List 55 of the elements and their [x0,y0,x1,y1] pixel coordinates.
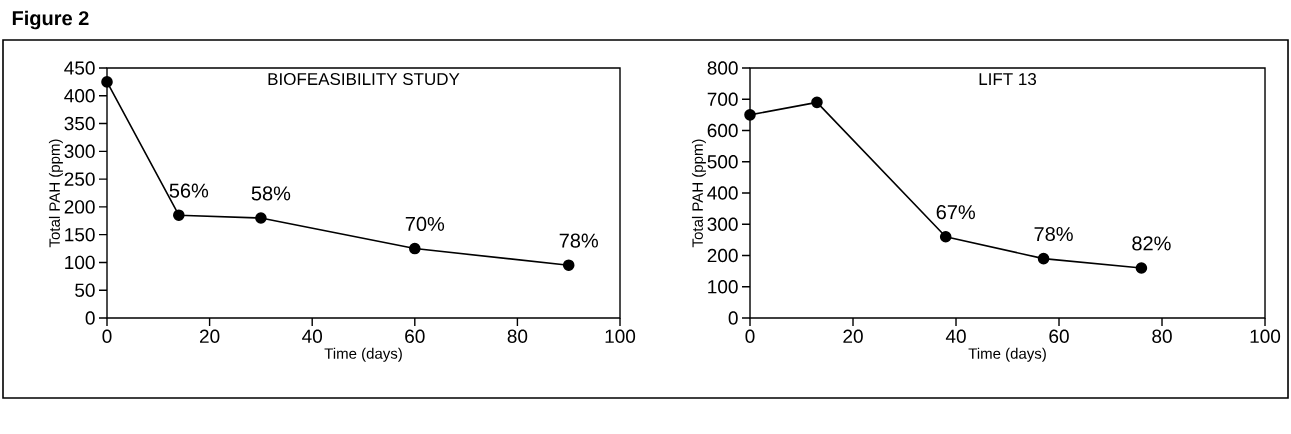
x-tick-label: 20 [199,329,220,343]
x-tick-label: 40 [945,329,966,343]
x-tick-label: 0 [102,329,112,343]
point [1037,252,1050,265]
chart-title: BIOFEASIBILITY STUDY [268,73,460,86]
y-tick-label: 500 [707,155,738,169]
x-tick-label: 40 [302,329,323,343]
point [811,96,823,109]
annotation: 82% [1132,236,1171,251]
annotation: 78% [1034,226,1073,242]
y-axis-title: Total PAH (ppm) [691,139,706,248]
point [101,76,113,88]
y-tick-label: 0 [85,311,95,325]
x-axis-title: Time (days) [324,347,402,362]
y-tick-label: 0 [728,311,738,325]
y-tick-label: 350 [64,116,95,131]
y-tick-label: 400 [707,186,738,200]
x-tick-label: 60 [405,329,425,343]
x-tick-label: 20 [843,329,863,343]
point [1135,262,1148,274]
y-tick-label: 450 [64,61,95,75]
x-axis-title: Time (days) [968,347,1046,362]
y-tick-label: 250 [64,172,95,186]
x-tick-label: 100 [1250,329,1281,343]
chart-title: LIFT 13 [979,73,1037,86]
y-tick-label: 400 [64,89,95,103]
y-tick-label: 600 [707,123,738,138]
annotation: 58% [251,186,291,201]
annotation: 67% [936,205,975,220]
point [562,259,575,272]
y-tick-label: 200 [707,248,738,263]
y-tick-label: 100 [708,280,738,294]
caption: Figure 2 [12,10,89,30]
y-tick-label: 800 [707,61,738,75]
annotation: 78% [559,233,598,248]
y-tick-label: 300 [707,217,738,231]
point [939,230,952,243]
point [255,212,267,224]
point [744,109,756,121]
x-tick-label: 100 [605,329,636,343]
y-tick-label: 50 [75,283,95,297]
y-tick-label: 200 [64,200,95,214]
y-tick-label: 700 [707,92,738,106]
x-tick-label: 80 [1152,329,1172,343]
x-tick-label: 80 [507,329,528,343]
annotation: 56% [169,183,209,198]
x-tick-label: 0 [745,329,755,343]
y-axis-title: Total PAH (ppm) [48,139,63,248]
y-tick-label: 150 [65,227,95,242]
point [409,242,421,255]
annotation: 70% [405,216,445,232]
point [173,209,185,222]
x-tick-label: 60 [1049,329,1069,343]
y-tick-label: 300 [64,144,95,159]
y-tick-label: 100 [65,255,95,270]
